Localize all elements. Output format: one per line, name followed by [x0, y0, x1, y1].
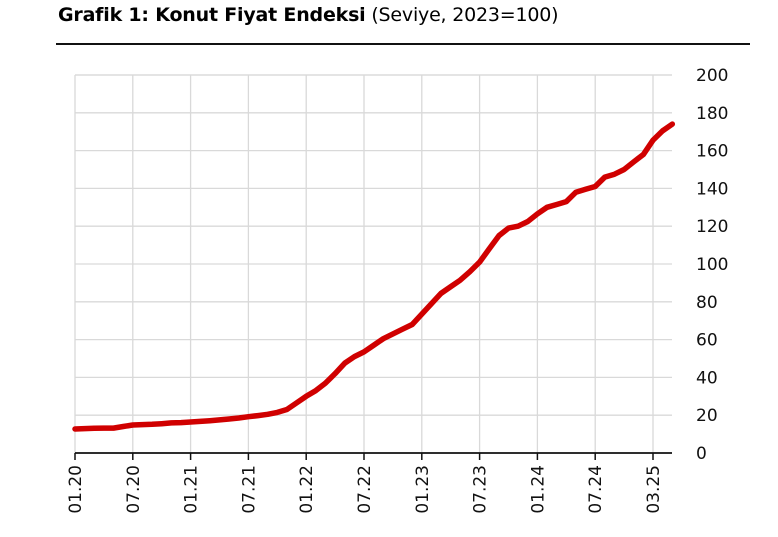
x-tick-label: 07.21	[239, 465, 259, 514]
title-rule	[56, 43, 750, 45]
chart-subtitle: (Seviye, 2023=100)	[365, 4, 559, 26]
x-tick-label: 01.24	[528, 465, 548, 514]
y-tick-label: 100	[696, 255, 728, 275]
chart-title: Grafik 1: Konut Fiyat Endeksi (Seviye, 2…	[58, 4, 559, 26]
y-tick-label: 60	[696, 331, 718, 351]
x-tick-label: 07.20	[124, 465, 144, 514]
y-tick-label: 0	[696, 444, 707, 464]
y-tick-label: 160	[696, 142, 728, 162]
y-axis: 0 20 40 60 80 100 120 140 160 180 200	[696, 66, 728, 464]
x-tick-label: 01.22	[297, 465, 317, 514]
x-tick-label: 01.20	[66, 465, 86, 514]
x-tick-label: 01.21	[182, 465, 202, 514]
y-tick-label: 180	[696, 104, 728, 124]
y-tick-label: 20	[696, 406, 718, 426]
x-tick-label: 03.25	[644, 465, 664, 514]
y-tick-label: 140	[696, 179, 728, 199]
x-axis: 01.20 07.20 01.21 07.21 01.22 07.22 01.23 07.23…	[66, 452, 672, 514]
x-tick-label: 07.22	[355, 465, 375, 514]
grid-lines	[74, 74, 672, 453]
y-tick-label: 200	[696, 66, 728, 86]
y-tick-label: 40	[696, 368, 718, 388]
x-tick-label: 07.24	[586, 465, 606, 514]
y-tick-label: 120	[696, 217, 728, 237]
y-tick-label: 80	[696, 293, 718, 313]
series-line-konut-fiyat-endeksi	[72, 121, 676, 432]
x-tick-label: 07.23	[471, 465, 491, 514]
chart-title-main: Grafik 1: Konut Fiyat Endeksi	[58, 4, 366, 26]
x-tick-label: 01.23	[413, 465, 433, 514]
